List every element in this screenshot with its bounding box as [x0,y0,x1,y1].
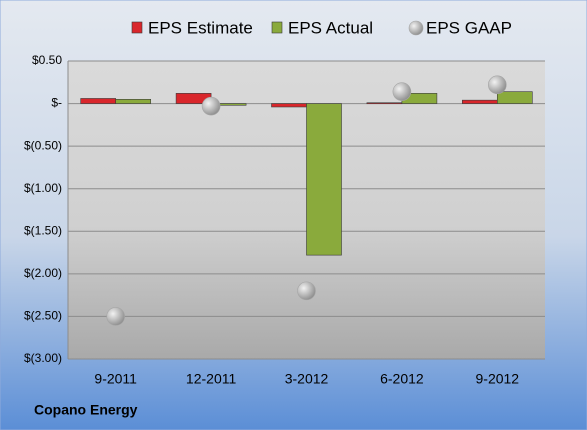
bar [306,103,342,256]
bar [461,99,498,104]
bar [496,91,533,104]
legend-label: EPS Actual [288,18,373,37]
y-tick-label: $(3.00) [24,351,62,365]
x-tick-label: 6-2012 [380,371,424,387]
y-tick-label: $(0.50) [24,138,62,152]
footer: Copano Energy [34,402,138,418]
point [106,307,125,326]
y-tick-label: $(1.50) [24,223,62,237]
bar [80,98,116,104]
y-tick-label: $- [51,96,62,110]
legend-label: EPS GAAP [426,18,512,37]
legend-swatch [131,21,143,34]
point [297,281,316,301]
y-tick-label: $0.50 [32,53,62,67]
bar [366,102,403,105]
bar [115,99,151,104]
x-tick-label: 12-2011 [186,371,237,387]
x-tick-label: 3-2012 [285,371,329,387]
y-tick-label: $(2.50) [24,309,62,323]
legend-swatch [408,20,424,36]
point [392,82,412,101]
point [201,96,221,116]
bar [271,103,307,108]
legend-swatch [271,21,283,34]
x-tick-label: 9-2011 [94,371,137,387]
y-tick-label: $(1.00) [24,181,62,195]
legend-label: EPS Estimate [148,18,253,37]
point [487,75,507,95]
x-tick-label: 9-2012 [476,371,520,387]
y-tick-label: $(2.00) [24,266,62,280]
